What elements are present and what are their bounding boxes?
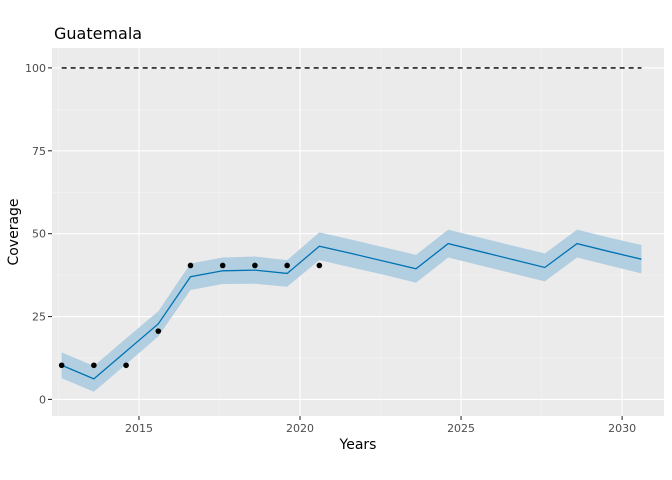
fitted-line xyxy=(61,242,642,380)
observed-point xyxy=(123,362,129,369)
observed-point xyxy=(91,362,97,369)
confidence-band xyxy=(61,229,642,392)
confidence-band-layer xyxy=(61,229,642,392)
observed-point xyxy=(316,262,323,269)
x-axis: 2015 2020 2025 2030 xyxy=(125,416,636,435)
y-tick-label: 50 xyxy=(32,228,46,241)
observed-point xyxy=(58,362,65,369)
observed-point xyxy=(187,262,194,269)
observed-point xyxy=(252,262,258,269)
y-tick-label: 0 xyxy=(39,393,46,406)
plot-panel xyxy=(52,48,664,416)
x-tick-label: 2030 xyxy=(608,422,636,435)
observed-point xyxy=(219,262,226,269)
y-tick-label: 100 xyxy=(25,62,46,75)
observed-point xyxy=(155,328,162,334)
chart-title: Guatemala xyxy=(54,24,142,43)
observed-points-layer xyxy=(58,262,323,369)
y-tick-label: 75 xyxy=(32,145,46,158)
x-tick-label: 2020 xyxy=(286,422,314,435)
fitted-line-layer xyxy=(61,242,642,380)
minor-gridlines xyxy=(52,48,664,416)
y-tick-label: 25 xyxy=(32,311,46,324)
x-tick-label: 2015 xyxy=(125,422,153,435)
y-axis: 0 25 50 75 100 xyxy=(25,62,52,406)
observed-point xyxy=(284,262,290,269)
x-tick-label: 2025 xyxy=(447,422,475,435)
y-axis-title: Coverage xyxy=(6,198,22,265)
x-axis-title: Years xyxy=(339,437,377,453)
